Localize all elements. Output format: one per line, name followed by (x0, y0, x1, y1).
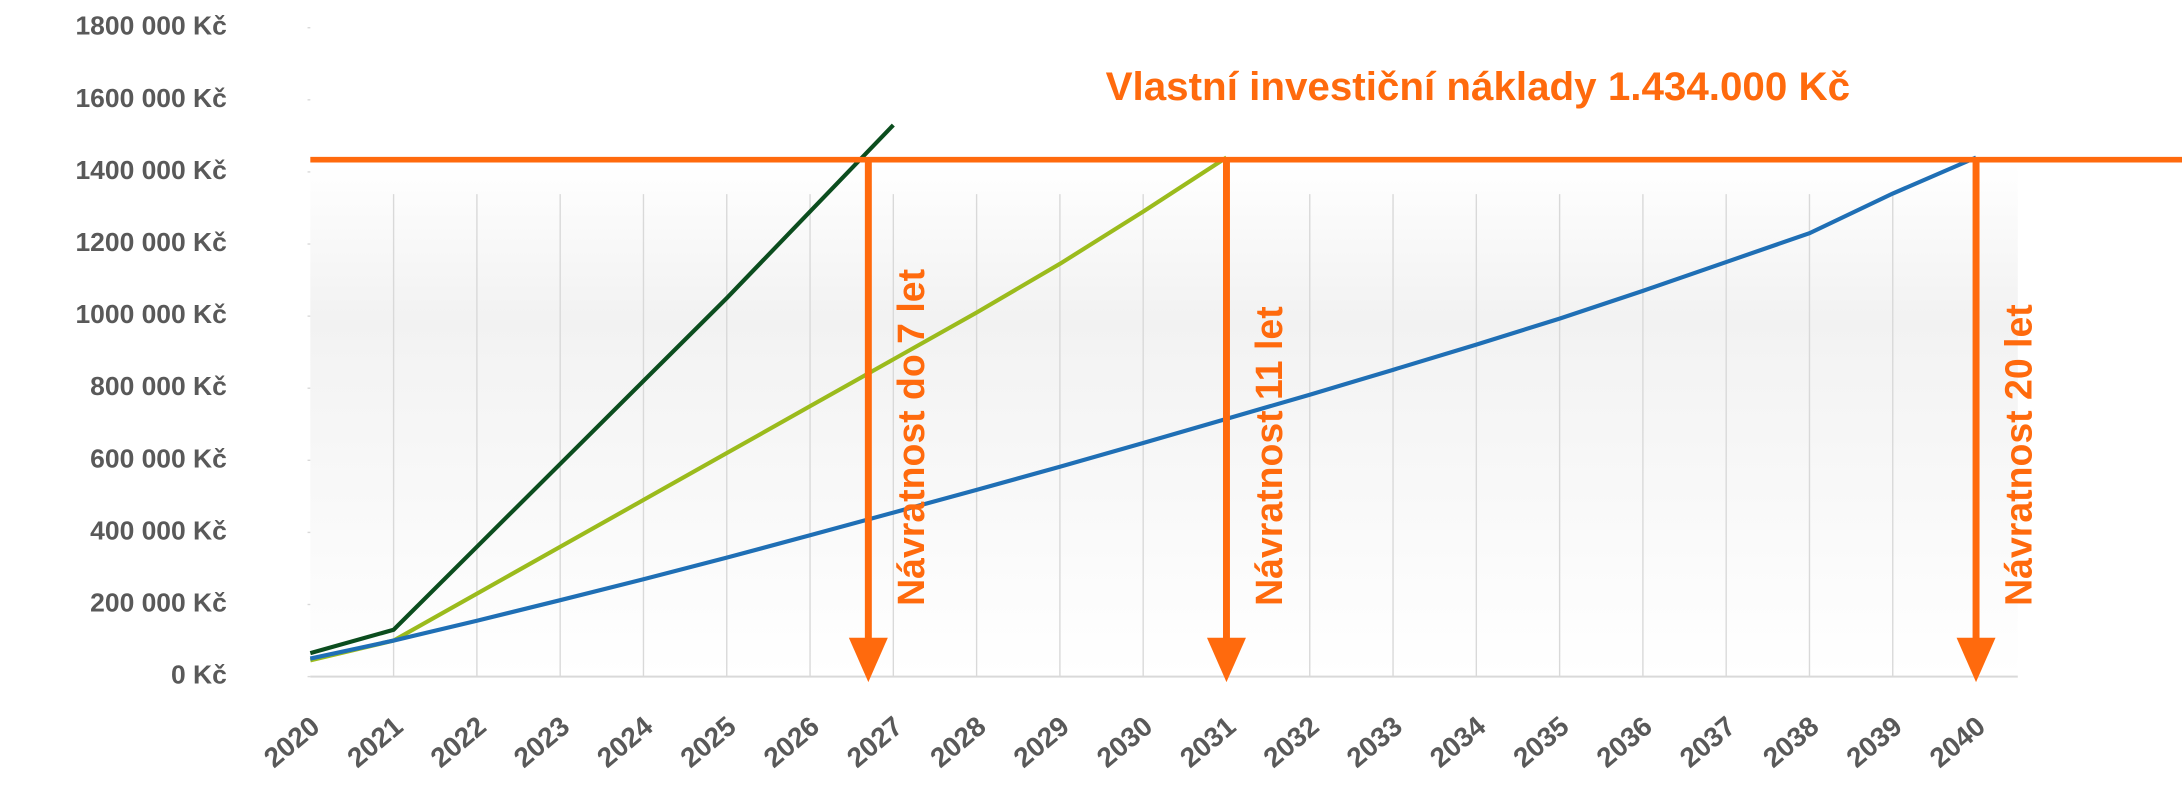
x-tick-label: 2022 (425, 710, 492, 773)
y-tick-label: 200 000 Kč (90, 588, 227, 618)
y-tick-label: 1000 000 Kč (75, 299, 226, 329)
y-tick-label: 600 000 Kč (90, 443, 227, 473)
x-tick-label: 2027 (841, 710, 908, 773)
x-tick-label: 2025 (674, 710, 741, 773)
x-tick-label: 2040 (1924, 710, 1991, 773)
series-line (309, 123, 895, 656)
series-line (309, 155, 1228, 663)
x-tick-label: 2034 (1424, 710, 1492, 774)
x-tick-label: 2031 (1174, 710, 1241, 773)
annotation: Návratnost 11 let (1248, 306, 1290, 606)
x-tick-label: 2021 (341, 710, 408, 773)
x-tick-label: 2037 (1674, 710, 1741, 773)
x-tick-label: 2036 (1591, 710, 1658, 773)
x-tick-label: 2032 (1257, 710, 1324, 773)
y-tick-label: 1200 000 Kč (75, 227, 226, 257)
annotation: Návratnost 20 let (1998, 304, 2040, 606)
x-tick-label: 2035 (1507, 710, 1574, 773)
x-tick-label: 2030 (1091, 710, 1158, 773)
x-tick-label: 2023 (508, 710, 575, 773)
annotation: Návratnost do 7 let (890, 268, 932, 605)
arrow-head (1956, 637, 1996, 683)
arrow-head (848, 637, 888, 683)
threshold-label: Vlastní investiční náklady 1.434.000 Kč (1106, 64, 1850, 109)
x-tick-label: 2039 (1840, 710, 1907, 773)
y-tick-label: 1400 000 Kč (75, 155, 226, 185)
x-tick-label: 2038 (1757, 710, 1824, 773)
x-tick-label: 2029 (1008, 710, 1075, 773)
x-tick-label: 2020 (258, 710, 325, 773)
y-tick-label: 0 Kč (171, 660, 227, 690)
series-line (309, 155, 1977, 661)
x-tick-label: 2024 (591, 710, 659, 774)
x-tick-label: 2026 (758, 710, 825, 773)
y-tick-label: 400 000 Kč (90, 515, 227, 545)
arrow-head (1206, 637, 1246, 683)
y-tick-label: 1600 000 Kč (75, 83, 226, 113)
x-tick-label: 2028 (924, 710, 991, 773)
x-tick-label: 2033 (1341, 710, 1408, 773)
y-tick-label: 800 000 Kč (90, 371, 227, 401)
y-tick-label: 1800 000 Kč (75, 11, 226, 41)
